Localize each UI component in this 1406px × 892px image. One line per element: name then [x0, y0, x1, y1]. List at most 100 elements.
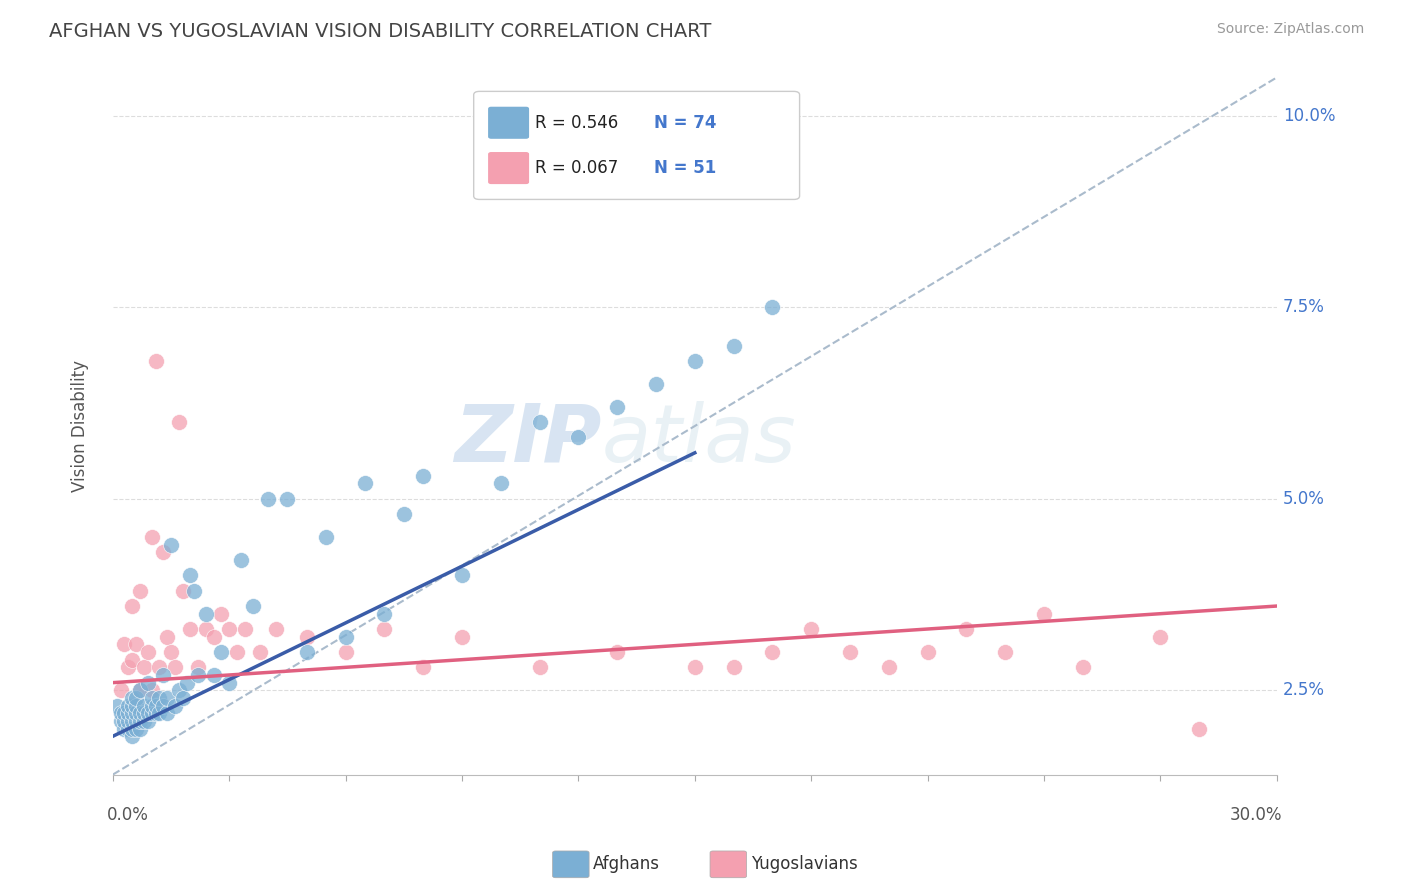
- Point: [167, 683, 190, 698]
- Point: [211, 645, 233, 659]
- Point: [392, 507, 415, 521]
- Point: [145, 698, 167, 713]
- Point: [145, 354, 167, 368]
- Point: [114, 722, 136, 736]
- Point: [125, 637, 148, 651]
- Text: ZIP: ZIP: [454, 401, 602, 479]
- Text: Source: ZipAtlas.com: Source: ZipAtlas.com: [1216, 22, 1364, 37]
- Point: [156, 630, 179, 644]
- Point: [136, 675, 159, 690]
- Text: AFGHAN VS YUGOSLAVIAN VISION DISABILITY CORRELATION CHART: AFGHAN VS YUGOSLAVIAN VISION DISABILITY …: [49, 22, 711, 41]
- Text: R = 0.546: R = 0.546: [536, 114, 619, 132]
- Point: [163, 698, 186, 713]
- Point: [194, 622, 217, 636]
- Point: [145, 706, 167, 721]
- Point: [148, 660, 170, 674]
- Point: [295, 630, 318, 644]
- Point: [121, 706, 143, 721]
- Point: [121, 653, 143, 667]
- Point: [156, 690, 179, 705]
- Point: [335, 645, 357, 659]
- Point: [202, 668, 225, 682]
- Point: [1188, 722, 1211, 736]
- Point: [129, 683, 152, 698]
- Point: [295, 645, 318, 659]
- Text: 5.0%: 5.0%: [1282, 490, 1324, 508]
- Point: [529, 660, 551, 674]
- Point: [233, 622, 256, 636]
- Point: [160, 538, 183, 552]
- Point: [125, 706, 148, 721]
- FancyBboxPatch shape: [489, 153, 529, 184]
- Point: [354, 476, 377, 491]
- FancyBboxPatch shape: [489, 107, 529, 138]
- Text: Yugoslavians: Yugoslavians: [751, 855, 858, 873]
- Point: [242, 599, 264, 613]
- Point: [176, 675, 198, 690]
- Point: [917, 645, 939, 659]
- Point: [373, 622, 395, 636]
- Point: [489, 476, 512, 491]
- Point: [335, 630, 357, 644]
- Point: [723, 660, 745, 674]
- Point: [800, 622, 823, 636]
- Point: [110, 714, 132, 728]
- Point: [1033, 607, 1056, 621]
- Point: [412, 468, 434, 483]
- Point: [226, 645, 249, 659]
- Point: [202, 630, 225, 644]
- Point: [276, 491, 298, 506]
- Text: 7.5%: 7.5%: [1282, 298, 1324, 317]
- Point: [121, 698, 143, 713]
- Point: [121, 729, 143, 743]
- Point: [249, 645, 271, 659]
- Point: [125, 714, 148, 728]
- Point: [129, 722, 152, 736]
- Point: [117, 660, 139, 674]
- Point: [761, 645, 783, 659]
- Point: [152, 668, 174, 682]
- Text: 30.0%: 30.0%: [1230, 806, 1282, 824]
- Point: [451, 568, 474, 582]
- Y-axis label: Vision Disability: Vision Disability: [72, 360, 89, 492]
- Point: [839, 645, 862, 659]
- Point: [315, 530, 337, 544]
- Point: [761, 300, 783, 314]
- Point: [683, 354, 706, 368]
- Point: [141, 530, 163, 544]
- Point: [125, 698, 148, 713]
- Point: [121, 690, 143, 705]
- Point: [117, 698, 139, 713]
- Point: [148, 706, 170, 721]
- Point: [125, 722, 148, 736]
- Point: [229, 553, 252, 567]
- Point: [132, 706, 155, 721]
- Point: [167, 415, 190, 429]
- Point: [645, 376, 668, 391]
- Point: [129, 583, 152, 598]
- Point: [877, 660, 900, 674]
- Point: [955, 622, 977, 636]
- Point: [179, 568, 201, 582]
- Point: [141, 706, 163, 721]
- Point: [110, 706, 132, 721]
- Point: [156, 706, 179, 721]
- Point: [683, 660, 706, 674]
- FancyBboxPatch shape: [474, 91, 800, 200]
- Point: [114, 637, 136, 651]
- Point: [141, 683, 163, 698]
- Point: [152, 698, 174, 713]
- Point: [1071, 660, 1094, 674]
- Point: [264, 622, 287, 636]
- Point: [187, 668, 209, 682]
- Point: [1149, 630, 1171, 644]
- Point: [132, 660, 155, 674]
- Point: [129, 714, 152, 728]
- Point: [105, 698, 128, 713]
- Point: [211, 607, 233, 621]
- Text: N = 74: N = 74: [654, 114, 717, 132]
- Point: [723, 338, 745, 352]
- Text: N = 51: N = 51: [654, 159, 716, 178]
- Point: [129, 706, 152, 721]
- Point: [129, 683, 152, 698]
